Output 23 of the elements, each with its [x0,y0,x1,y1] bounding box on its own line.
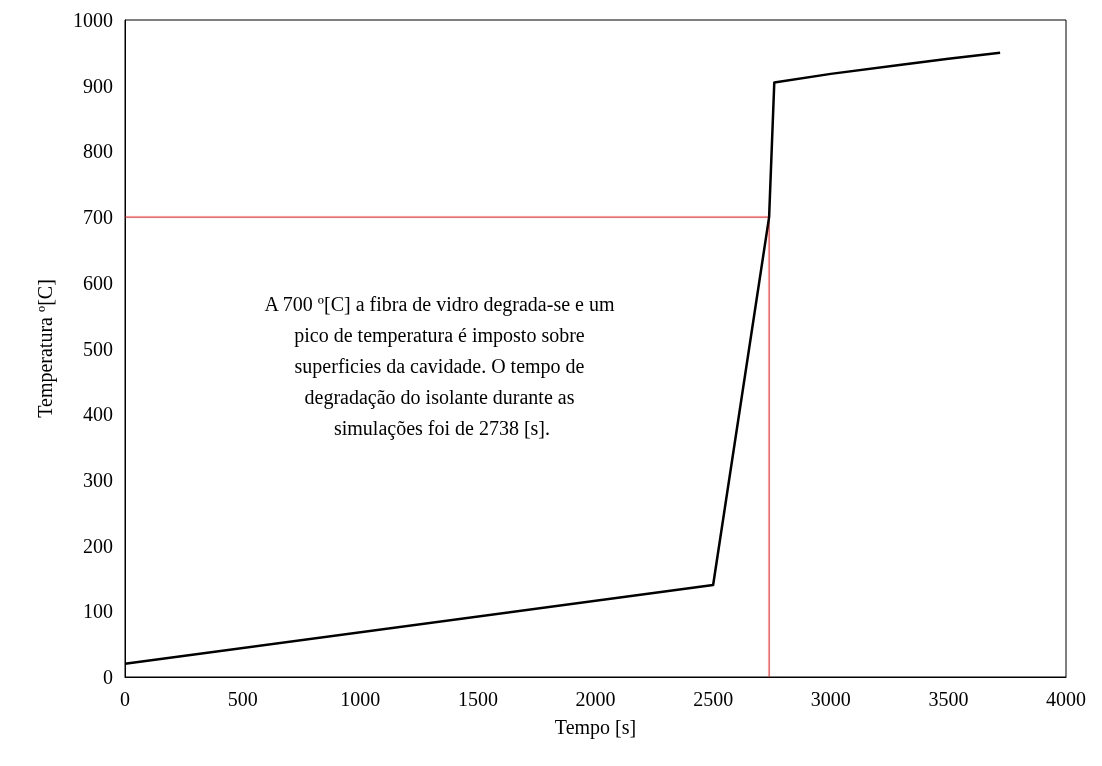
y-tick-label: 0 [103,666,113,688]
x-axis-title: Tempo [s] [554,716,637,739]
y-tick-label: 800 [83,140,113,163]
y-tick-label: 500 [83,337,113,360]
x-tick-label: 2500 [693,688,734,710]
y-tick-label: 600 [83,271,113,294]
y-tick-label: 400 [83,403,113,426]
x-tick-label: 3500 [928,688,969,710]
x-tick-label: 1500 [457,688,498,710]
y-tick-label: 900 [83,74,113,97]
x-tick-label: 2000 [575,688,616,710]
y-tick-label: 300 [83,468,113,491]
x-tick-label: 0 [120,688,130,710]
x-tick-label: 1000 [340,688,381,710]
y-tick-label: 100 [83,600,113,623]
x-tick-label: 4000 [1046,688,1086,710]
x-tick-label: 500 [227,688,258,710]
y-tick-label: 200 [83,534,113,557]
y-axis-title: Temperatura º[C] [34,279,57,418]
annotation: A 700 º[C] a fibra de vidro degrada-se e um pico de temperatura é imposto sobre superficies da cavidade. O tempo de degradação do isolante durante as simulações foi de 2738 [s]. [264,292,620,440]
y-tick-label: 1000 [73,9,113,31]
x-tick-label: 3000 [810,688,851,710]
y-tick-label: 700 [83,206,113,229]
